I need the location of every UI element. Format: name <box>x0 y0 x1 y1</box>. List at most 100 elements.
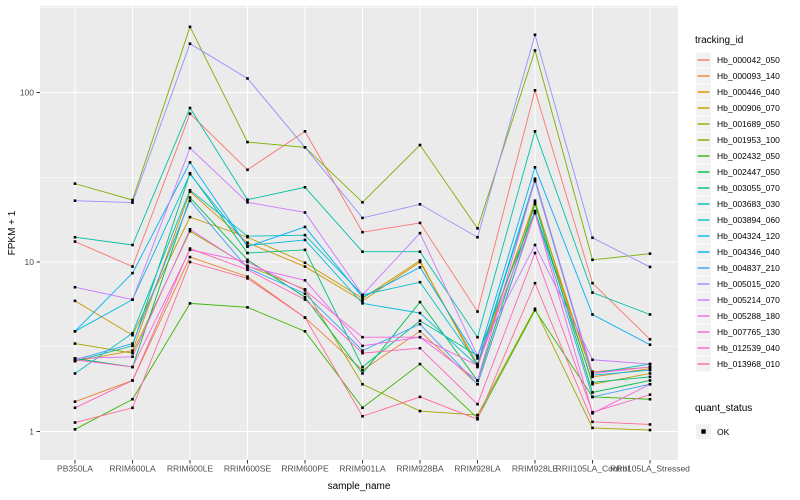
data-point <box>648 337 652 341</box>
data-point <box>246 277 249 280</box>
data-point <box>73 428 77 431</box>
data-point <box>591 426 594 430</box>
data-point <box>73 357 77 360</box>
data-point <box>246 241 249 244</box>
data-point <box>303 330 307 333</box>
data-point <box>533 243 537 247</box>
y-axis-title: FPKM + 1 <box>7 210 18 255</box>
data-point <box>591 391 594 394</box>
x-tick-label: RRIM600LE <box>167 464 214 474</box>
data-point <box>533 33 537 37</box>
legend-item-label: Hb_000906_070 <box>717 103 780 113</box>
data-point <box>476 364 479 367</box>
data-point <box>188 42 192 46</box>
x-tick-label: PB350LA <box>57 464 93 474</box>
data-point <box>131 198 134 202</box>
data-point <box>476 379 479 382</box>
data-point <box>476 402 479 406</box>
data-point <box>73 406 77 410</box>
data-point <box>303 265 307 268</box>
data-point <box>418 202 422 206</box>
data-point <box>73 299 77 303</box>
data-point <box>73 400 77 403</box>
data-point <box>418 266 422 269</box>
data-point <box>533 251 537 255</box>
data-point <box>188 247 192 250</box>
data-point <box>73 342 77 345</box>
data-point <box>188 188 192 192</box>
data-point <box>188 146 192 150</box>
data-point <box>591 291 594 294</box>
data-point <box>418 143 422 147</box>
data-point <box>303 248 307 252</box>
data-point <box>533 201 537 204</box>
data-point <box>303 130 307 133</box>
data-point <box>246 251 249 255</box>
x-tick-label: RRIM928BA <box>396 464 444 474</box>
data-point <box>648 382 652 386</box>
data-point <box>246 306 249 309</box>
data-point <box>303 316 307 319</box>
data-point <box>303 225 307 229</box>
data-point <box>303 292 307 296</box>
data-point <box>73 359 77 363</box>
data-point <box>591 381 594 384</box>
data-point <box>533 211 537 215</box>
data-point <box>246 201 249 204</box>
data-point <box>418 260 422 264</box>
legend-title-quant-status: quant_status <box>695 403 752 414</box>
data-point <box>533 89 537 92</box>
data-point <box>131 331 134 335</box>
data-point <box>188 161 192 164</box>
data-point <box>476 382 479 386</box>
data-point <box>648 367 652 370</box>
data-point <box>303 185 307 189</box>
data-point <box>591 358 594 362</box>
data-point <box>131 201 134 204</box>
data-point <box>591 313 594 316</box>
data-point <box>131 406 134 410</box>
legend-item-label: Hb_005214_070 <box>717 295 780 305</box>
data-point <box>73 240 77 243</box>
data-point <box>246 198 249 202</box>
data-point <box>533 210 537 214</box>
x-tick-label: RRIM600SE <box>224 464 272 474</box>
legend-item-label: Hb_001689_050 <box>717 119 780 129</box>
data-point <box>188 25 192 29</box>
data-point <box>361 372 364 375</box>
data-point <box>246 258 249 262</box>
data-point <box>476 357 479 360</box>
data-point <box>188 172 192 176</box>
data-point <box>303 233 307 237</box>
data-point <box>648 368 652 372</box>
data-point <box>648 365 652 369</box>
quant-ok-square-icon <box>701 429 706 434</box>
data-point <box>418 346 422 350</box>
data-point <box>361 382 364 386</box>
data-point <box>533 49 537 52</box>
data-point <box>188 199 192 202</box>
data-point <box>73 330 77 333</box>
data-point <box>131 349 134 352</box>
data-point <box>648 313 652 316</box>
data-point <box>591 373 594 377</box>
data-point <box>418 322 422 326</box>
data-point <box>476 227 479 230</box>
data-point <box>131 271 134 275</box>
data-point <box>476 365 479 369</box>
data-point <box>131 355 134 359</box>
legend-label-ok: OK <box>717 427 730 437</box>
plot-panel <box>40 6 678 460</box>
data-point <box>361 349 364 352</box>
legend-item-label: Hb_000042_050 <box>717 55 780 65</box>
data-point <box>303 238 307 242</box>
data-point <box>591 382 594 386</box>
data-point <box>131 243 134 247</box>
data-point <box>188 302 192 305</box>
data-point <box>591 395 594 399</box>
data-point <box>648 343 652 347</box>
data-point <box>131 342 134 345</box>
data-point <box>648 379 652 382</box>
data-point <box>361 335 364 339</box>
data-point <box>131 397 134 401</box>
